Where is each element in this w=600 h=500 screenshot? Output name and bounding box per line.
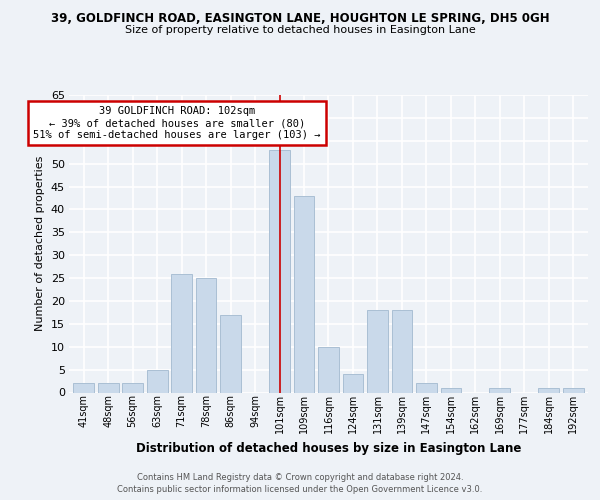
Bar: [490, 388, 510, 392]
Bar: [269, 150, 290, 392]
Bar: [318, 346, 339, 393]
Bar: [367, 310, 388, 392]
Bar: [122, 384, 143, 392]
X-axis label: Distribution of detached houses by size in Easington Lane: Distribution of detached houses by size …: [136, 442, 521, 454]
Text: Contains HM Land Registry data © Crown copyright and database right 2024.: Contains HM Land Registry data © Crown c…: [137, 472, 463, 482]
Bar: [392, 310, 412, 392]
Bar: [171, 274, 192, 392]
Bar: [220, 314, 241, 392]
Bar: [416, 384, 437, 392]
Bar: [98, 384, 119, 392]
Bar: [538, 388, 559, 392]
Bar: [440, 388, 461, 392]
Text: Contains public sector information licensed under the Open Government Licence v3: Contains public sector information licen…: [118, 485, 482, 494]
Y-axis label: Number of detached properties: Number of detached properties: [35, 156, 45, 332]
Bar: [293, 196, 314, 392]
Bar: [73, 384, 94, 392]
Text: 39 GOLDFINCH ROAD: 102sqm
← 39% of detached houses are smaller (80)
51% of semi-: 39 GOLDFINCH ROAD: 102sqm ← 39% of detac…: [33, 106, 320, 140]
Bar: [196, 278, 217, 392]
Text: 39, GOLDFINCH ROAD, EASINGTON LANE, HOUGHTON LE SPRING, DH5 0GH: 39, GOLDFINCH ROAD, EASINGTON LANE, HOUG…: [50, 12, 550, 26]
Bar: [563, 388, 584, 392]
Text: Size of property relative to detached houses in Easington Lane: Size of property relative to detached ho…: [125, 25, 475, 35]
Bar: [343, 374, 364, 392]
Bar: [147, 370, 167, 392]
